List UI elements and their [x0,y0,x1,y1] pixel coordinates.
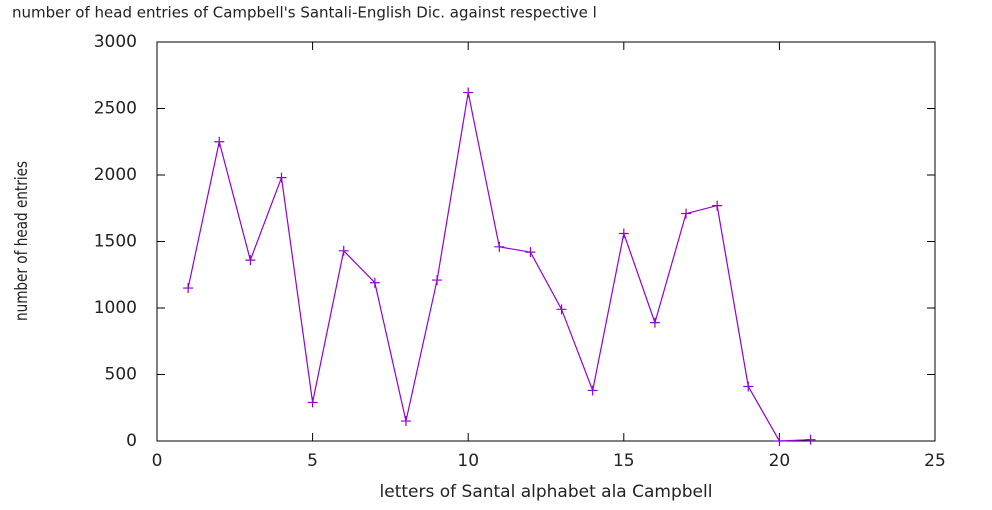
data-point [774,436,785,446]
data-point [432,275,443,286]
data-point [712,200,723,211]
data-point [183,283,194,294]
y-tick-label: 500 [105,365,137,385]
x-tick-label: 5 [307,451,318,471]
x-tick-label: 10 [457,451,479,471]
data-point [245,255,256,266]
x-tick-label: 0 [152,451,163,471]
y-tick-label: 2000 [94,165,137,185]
data-point [649,317,660,328]
x-axis-label: letters of Santal alphabet ala Campbell [380,482,713,502]
data-point [369,277,380,288]
data-point [525,247,536,258]
y-tick-label: 1500 [94,232,137,252]
y-tick-label: 1000 [94,298,137,318]
y-tick-label: 2500 [94,99,137,119]
data-point [805,434,816,445]
y-tick-label: 3000 [94,32,137,52]
data-point [743,381,754,392]
data-point [587,385,598,396]
x-tick-label: 15 [613,451,635,471]
x-tick-label: 20 [769,451,791,471]
data-point [556,304,567,315]
plot-frame [156,41,936,442]
data-point [400,416,411,427]
x-tick-label: 25 [924,451,946,471]
data-point [307,397,318,408]
data-point [681,208,692,219]
data-point [338,245,349,256]
data-point [494,241,505,252]
data-point [214,136,225,147]
chart-title: number of head entries of Campbell's San… [12,4,597,22]
y-axis-label: number of head entries [12,161,32,321]
y-tick-label: 0 [126,431,137,451]
series-line [187,92,811,442]
data-point [618,228,629,239]
data-point [276,172,287,183]
data-point [463,87,474,98]
